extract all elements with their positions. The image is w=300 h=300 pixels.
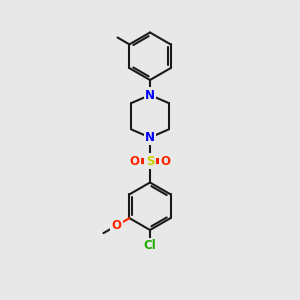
Text: O: O bbox=[111, 219, 122, 232]
Text: S: S bbox=[146, 155, 154, 168]
Text: N: N bbox=[145, 88, 155, 101]
Text: O: O bbox=[160, 155, 170, 168]
Text: O: O bbox=[130, 155, 140, 168]
Text: N: N bbox=[145, 88, 155, 101]
Text: N: N bbox=[145, 131, 155, 144]
Text: Cl: Cl bbox=[144, 239, 156, 252]
